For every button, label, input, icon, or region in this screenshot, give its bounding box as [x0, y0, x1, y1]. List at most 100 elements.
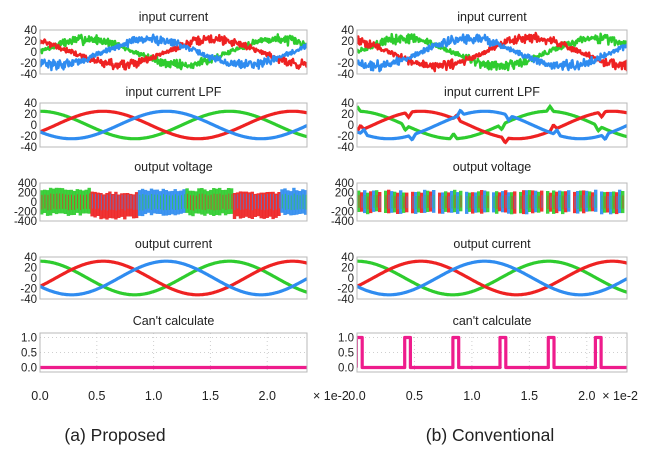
x-tick-label: 1.5 [202, 389, 219, 403]
y-tick-label: -20 [337, 58, 354, 70]
y-tick-label: -20 [20, 131, 37, 143]
pwm-band-phase-c [304, 190, 307, 215]
pwm-band-phase-c [270, 193, 271, 209]
y-tick-label: 40 [24, 25, 37, 37]
caption-proposed: (a) Proposed [64, 425, 165, 445]
pwm-band-phase-a [451, 195, 453, 209]
plot-frame [356, 256, 628, 300]
series-line-phase-c [357, 33, 627, 73]
pwm-band-phase-b [394, 195, 396, 209]
y-tick-label: 0.5 [21, 348, 37, 360]
series-line-phase-b [40, 109, 307, 141]
y-tick-label: -40 [20, 69, 37, 81]
pwm-band-phase-a [142, 194, 144, 211]
pwm-band-phase-b [231, 193, 233, 210]
pwm-band-phase-c [136, 194, 138, 210]
pwm-band-phase-c [541, 195, 543, 208]
pwm-band-phase-c [133, 195, 135, 210]
pwm-band-phase-a [424, 194, 426, 209]
pwm-band-phase-a [157, 194, 158, 210]
series-line-phase-c [40, 259, 307, 297]
pwm-band-phase-c [252, 193, 253, 211]
y-tick-label: 0.5 [338, 348, 354, 360]
pwm-band-phase-b [198, 193, 200, 209]
pwm-band-phase-a [181, 195, 182, 210]
y-tick-label: 40 [341, 252, 354, 264]
x-tick-label: 1.5 [521, 389, 538, 403]
pwm-band-phase-b [44, 194, 46, 209]
pwm-band-phase-b [268, 191, 272, 217]
pwm-band-phase-a [601, 195, 603, 210]
pwm-band-phase-c [112, 195, 114, 210]
pwm-band-phase-b [190, 195, 191, 210]
pwm-band-phase-c [439, 196, 441, 209]
x-tick-label: 2.0 [578, 389, 595, 403]
pwm-band-phase-c [246, 193, 247, 209]
plot-frame [39, 332, 308, 373]
plot-area [40, 259, 307, 297]
y-tick-label: 0 [348, 120, 354, 132]
pwm-band-phase-b [80, 194, 81, 211]
panel-can-t-calculate: can't calculate 1.0 0.5 0.0 0.0 0.5 1.0 1.5 2.0 ×… [338, 314, 638, 403]
pwm-band-phase-a [151, 194, 153, 210]
pwm-band-phase-b [41, 194, 43, 210]
y-tick-label: 40 [341, 98, 354, 110]
pwm-band-phase-a [175, 194, 176, 210]
pwm-band-phase-c [370, 195, 372, 209]
pwm-band-phase-c [499, 196, 501, 208]
pwm-band-phase-a [145, 194, 147, 210]
pwm-band-phase-c [583, 195, 585, 209]
pwm-band-phase-a [148, 195, 150, 209]
pwm-band-phase-a [508, 196, 510, 210]
pwm-band-phase-b [83, 195, 84, 209]
y-tick-label: -200 [331, 207, 354, 219]
y-tick-label: 0.0 [21, 363, 37, 375]
pwm-band-phase-b [225, 194, 227, 210]
x-tick-label: 1.0 [145, 389, 162, 403]
pwm-band-phase-a [586, 195, 588, 208]
pwm-band-phase-a [302, 194, 304, 209]
pwm-band-phase-a [223, 189, 228, 216]
pwm-band-phase-a [281, 194, 283, 209]
pwm-band-phase-a [166, 194, 167, 211]
pwm-band-phase-c [98, 194, 99, 209]
plot-area [357, 31, 627, 73]
pwm-band-phase-a [373, 195, 375, 208]
series-line-phase-c [357, 259, 627, 297]
pwm-band-phase-b [47, 194, 49, 211]
pwm-band-phase-c [607, 195, 609, 209]
pwm-band-phase-b [108, 191, 112, 219]
pwm-band-phase-c [261, 194, 262, 210]
pwm-band-phase-b [68, 194, 69, 211]
pwm-band-phase-a [184, 194, 185, 209]
pwm-band-phase-a [178, 195, 179, 210]
pwm-band-phase-a [293, 193, 295, 210]
pwm-band-phase-b [622, 195, 624, 209]
pwm-band-phase-a [457, 196, 459, 210]
pwm-band-phase-a [568, 194, 570, 208]
panel-title: can't calculate [453, 314, 532, 328]
pwm-band-phase-c [243, 193, 245, 210]
series-line-phase-a [40, 33, 307, 71]
pwm-band-phase-c [237, 194, 239, 209]
y-tick-label: 0 [348, 273, 354, 285]
pwm-band-phase-b [216, 194, 218, 210]
pwm-band-phase-b [496, 195, 498, 209]
plot-area [357, 335, 627, 370]
y-tick-label: 200 [335, 188, 354, 200]
series-line-phase-b [357, 259, 627, 297]
pwm-band-phase-b [604, 196, 606, 209]
pwm-band-phase-a [296, 194, 298, 210]
y-tick-label: -40 [337, 142, 354, 154]
pwm-band-phase-c [101, 194, 102, 211]
plot-frame [39, 182, 308, 222]
pwm-band-phase-c [240, 193, 242, 210]
plot-frame [356, 102, 628, 148]
y-tick-label: -200 [14, 207, 37, 219]
pwm-band-phase-c [406, 196, 408, 209]
pwm-band-phase-b [56, 193, 58, 210]
pwm-band-phase-a [391, 195, 393, 209]
